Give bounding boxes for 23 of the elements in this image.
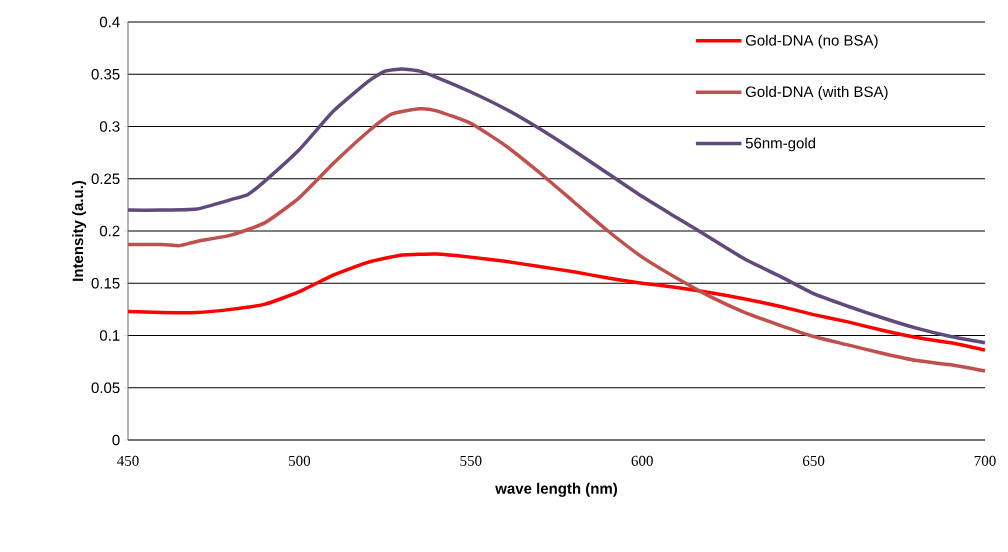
line-series <box>126 252 987 352</box>
legend-label: Gold-DNA (with BSA) <box>745 86 888 100</box>
line-series <box>126 67 987 345</box>
x-tick-label: 450 <box>117 455 139 466</box>
y-tick-label: 0.2 <box>99 225 120 237</box>
legend-label: Gold-DNA (no BSA) <box>745 34 878 49</box>
y-tick-label: 0.35 <box>91 68 120 80</box>
y-tick-label: 0.1 <box>99 330 120 341</box>
y-tick-label: 0.3 <box>99 121 120 132</box>
x-tick-label: 600 <box>631 455 653 466</box>
x-tick-label: 650 <box>803 455 825 466</box>
y-axis-title: Intensity (a.u.) <box>72 180 87 281</box>
y-tick-label: 0.4 <box>99 16 120 28</box>
y-tick-label: 0.15 <box>91 277 120 289</box>
y-tick-label: 0.05 <box>91 382 120 394</box>
x-tick-label: 550 <box>460 455 482 466</box>
x-tick-label: 700 <box>974 455 996 466</box>
x-axis-title: wave length (nm) <box>495 482 618 497</box>
legend-label: 56nm-gold <box>745 137 816 152</box>
line-series <box>126 106 987 373</box>
y-tick-label: 0.25 <box>91 173 120 185</box>
x-tick-label: 500 <box>289 455 311 466</box>
y-tick-label: 0 <box>112 434 120 446</box>
